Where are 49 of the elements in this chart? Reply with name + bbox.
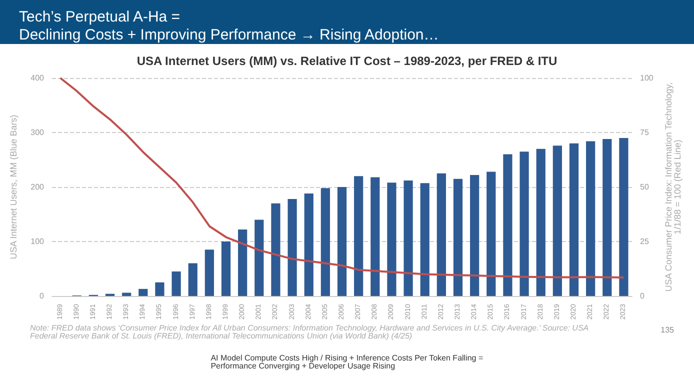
bar xyxy=(304,194,314,296)
y2-axis-title: USA Consumer Price Index: Information Technology, 1/1/88 = 100 (Red Line) xyxy=(664,82,683,292)
bar xyxy=(155,282,164,296)
bar xyxy=(221,242,231,296)
bar xyxy=(486,172,496,296)
bar xyxy=(188,263,198,296)
bar xyxy=(254,220,264,296)
bar xyxy=(404,180,413,296)
bar xyxy=(271,203,280,296)
bar xyxy=(520,152,529,296)
text: 135 xyxy=(660,326,675,334)
bar xyxy=(337,187,347,296)
y2-tick-label: 75 xyxy=(640,128,650,137)
y2-tick-label: 0 xyxy=(640,292,645,300)
bar xyxy=(204,250,214,296)
bar xyxy=(122,292,132,296)
y2-tick-label: 100 xyxy=(640,74,654,82)
bar xyxy=(420,183,430,296)
text: AI Model Compute Costs High / Rising + Inference Costs Per Token Falling = Performance Converging + Developer Usage Rising xyxy=(210,354,484,370)
bar xyxy=(436,173,446,296)
y2-tick-label: 50 xyxy=(640,182,650,192)
y-tick-label: 300 xyxy=(30,128,45,137)
bar xyxy=(320,188,330,296)
y2-tick-label: 25 xyxy=(640,237,650,246)
bar xyxy=(619,138,628,296)
y-tick-label: 200 xyxy=(30,182,45,192)
bar xyxy=(138,288,148,296)
y-axis-title: USA Internet Users, MM (Blue Bars) xyxy=(8,114,18,260)
bar xyxy=(552,146,562,296)
bar xyxy=(536,148,546,296)
chart-subtitle: USA Internet Users (MM) vs. Relative IT Cost – 1989-2023, per FRED & ITU xyxy=(136,54,558,68)
bar xyxy=(288,198,297,296)
bar xyxy=(503,154,512,296)
line-series xyxy=(59,77,625,278)
bar xyxy=(602,139,612,296)
bar xyxy=(370,177,380,296)
bar xyxy=(586,141,596,296)
bar xyxy=(453,178,463,296)
bar xyxy=(354,176,364,296)
chart-title: Tech’s Perpetual A-Ha = Declining Costs + Improving Performance → Rising Adoption… xyxy=(19,8,439,44)
y-tick-label: 400 xyxy=(30,74,45,82)
bar xyxy=(470,175,480,296)
bar xyxy=(172,271,181,296)
bar xyxy=(238,230,248,296)
bar xyxy=(387,182,396,296)
y-tick-label: 0 xyxy=(40,292,45,300)
y-tick-label: 100 xyxy=(30,237,45,246)
text: Note: FRED data shows ‘Consumer Price Index for All Urban Consumers: Information Technology, Hardware and Services in U.S. City Average.’ Source: USA Federal Reserve Bank of St. Louis (FRED), International Telecommunications Union (via World Bank) (4/25) xyxy=(30,324,591,340)
bar xyxy=(569,143,579,296)
